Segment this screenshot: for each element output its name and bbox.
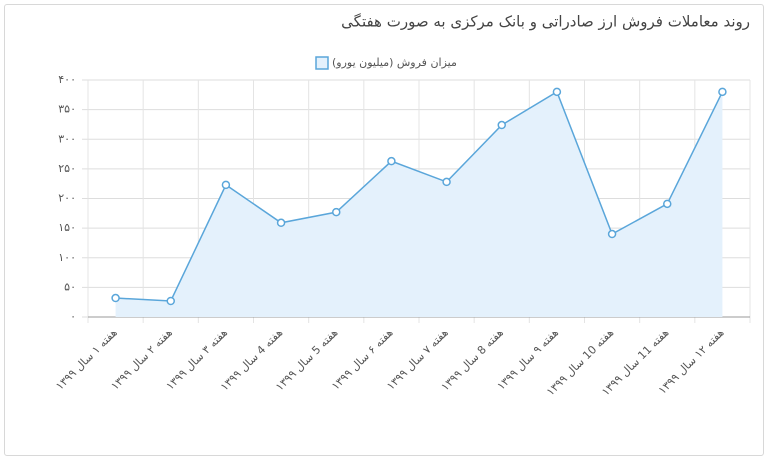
y-tick-label: ۳۰۰ [58, 132, 76, 145]
point [718, 87, 727, 97]
point [663, 199, 672, 209]
line [115, 90, 724, 302]
y-tick-label: ۰ [70, 310, 76, 323]
legend-label: میزان فروش (میلیون یورو) [332, 56, 457, 69]
y-tick-label: ۲۰۰ [58, 192, 76, 205]
point [276, 218, 286, 228]
y-tick-label: ۵۰ [64, 280, 76, 293]
point [442, 177, 451, 187]
point [221, 180, 231, 190]
y-tick-label: ۲۵۰ [58, 162, 76, 175]
point [497, 120, 506, 130]
legend-swatch [315, 56, 329, 70]
y-tick-label: ۳۵۰ [58, 103, 76, 116]
point [111, 293, 120, 303]
point [552, 87, 562, 97]
y-tick-label: ۴۰۰ [58, 73, 76, 86]
area [115, 91, 723, 317]
point [332, 207, 341, 217]
y-tick-label: ۱۰۰ [58, 251, 76, 264]
y-tick-label: ۱۵۰ [58, 221, 76, 234]
point [607, 229, 617, 239]
point [166, 296, 175, 306]
point [387, 156, 396, 166]
chart-title: روند معاملات فروش ارز صادراتی و بانک مرک… [341, 13, 750, 31]
